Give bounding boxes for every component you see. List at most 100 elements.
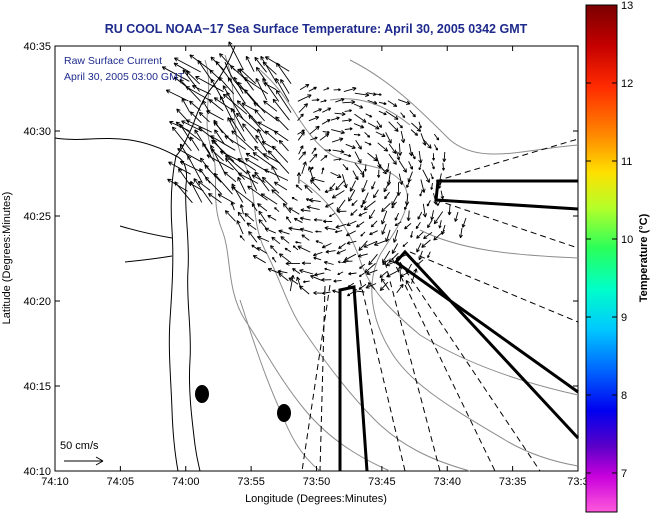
current-vector [432,153,436,161]
current-vector [375,131,386,137]
current-vector [189,136,200,151]
current-vector [197,180,211,191]
colorbar-ticks: 13 12 11 10 9 8 7 [586,0,633,480]
current-vector [363,240,378,248]
radar-wedge-south [338,285,369,472]
current-vector [242,123,259,144]
current-vector [289,274,295,292]
current-vector [382,259,389,265]
current-vector [226,91,244,120]
current-vector [367,122,380,130]
current-vector [391,192,400,206]
current-vector [315,230,322,233]
current-vector [400,130,406,144]
current-vector [263,100,278,112]
current-vector [312,251,323,257]
current-vector [189,111,202,124]
current-vector [388,121,399,132]
current-vector [405,280,413,292]
current-vector [330,116,340,121]
current-vector [360,231,366,237]
current-vector [264,130,279,143]
x-axis: 74:10 74:05 74:00 73:55 73:50 73:45 73:40 73:35… [41,46,589,488]
current-vector [322,219,333,224]
current-vector [337,260,345,264]
current-vector [385,163,390,173]
current-vector [171,126,192,152]
current-vector [251,203,258,212]
current-vector [353,123,365,129]
range-line [435,138,579,182]
current-vector [247,185,268,201]
coastline [54,45,245,472]
current-vector [168,161,191,175]
current-vector [173,62,191,73]
current-vector [255,77,268,101]
current-vector [427,251,431,259]
current-vector [358,283,367,290]
current-vector [351,199,358,207]
colorbar-tick-label: 13 [621,0,633,12]
colorbar-tick-label: 10 [621,234,633,246]
current-vector [347,291,354,297]
annotation-raw-current: Raw Surface Current [64,55,162,67]
current-vector [204,176,222,195]
current-vector [210,135,236,151]
current-vector [179,161,203,173]
current-vector [273,130,289,142]
current-vector [337,271,344,276]
current-vector [276,62,292,85]
current-vector [288,226,301,231]
current-vector [282,202,292,214]
current-vector [260,55,278,84]
current-vector [253,102,279,122]
current-vector [430,173,434,180]
current-vector [322,130,330,134]
current-vector [345,230,356,237]
x-tick-label: 74:00 [172,476,200,488]
current-vector [342,163,349,171]
current-vector [418,250,423,261]
current-vector [230,117,246,142]
current-vector [331,137,344,143]
current-vector [417,211,423,220]
current-vector [313,218,323,222]
current-vector [252,255,266,264]
current-vector [177,148,203,163]
bay-shoreline [119,225,173,239]
current-vector [397,143,403,156]
current-vector [366,269,378,276]
current-vector [438,220,442,229]
current-vector [381,210,388,225]
coastline-outer [175,45,236,472]
current-vector [302,280,310,284]
current-vector [187,155,203,184]
current-vector [354,151,362,164]
y-tick-label: 40:35 [23,41,51,53]
current-vector [441,162,446,171]
current-vector [324,267,331,271]
current-vector [280,236,290,244]
current-vector [274,207,280,213]
current-vector [257,203,268,212]
current-vector [237,172,259,184]
current-vector [398,99,411,105]
colorbar-tick-label: 11 [621,156,632,168]
current-vector [335,180,345,191]
current-vector [258,210,267,223]
current-vector [343,86,357,93]
range-line [319,285,326,472]
current-vector [391,243,399,254]
current-vector [361,171,365,178]
current-vector [251,244,259,250]
current-vector [299,83,310,91]
current-vector [224,135,247,150]
current-vector [343,153,352,158]
current-vector [271,165,280,181]
current-vector [411,268,418,284]
current-vector [198,111,210,123]
current-vector [295,240,302,244]
current-vector [230,201,235,211]
current-vector [291,197,298,201]
